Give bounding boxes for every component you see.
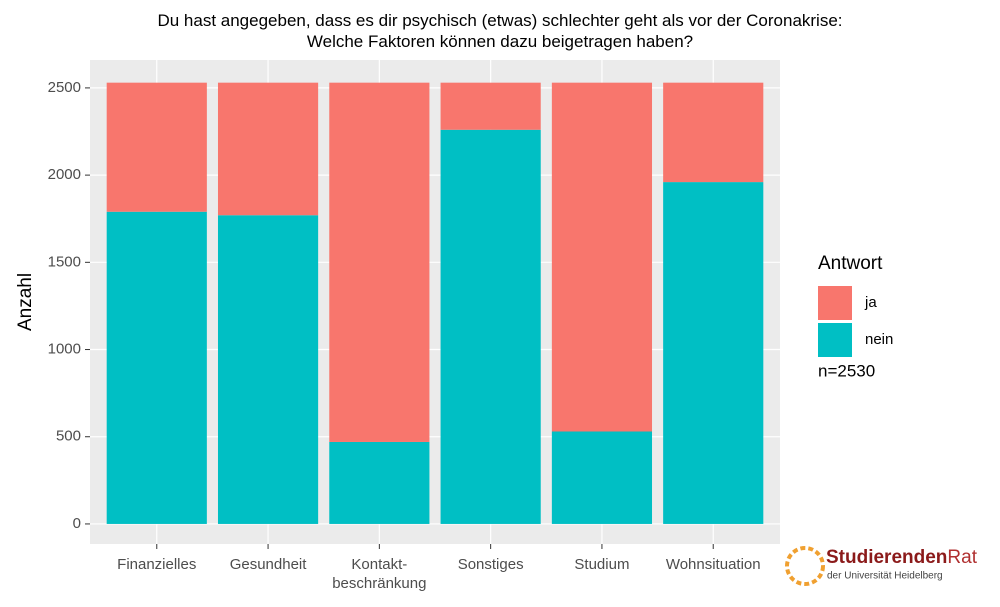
logo-part2: Rat	[947, 547, 977, 568]
bar-segment	[217, 215, 319, 524]
x-tick-label: Sonstiges	[457, 556, 524, 573]
logo-name: StudierendenRat	[826, 547, 978, 568]
y-tick-label: 0	[73, 515, 81, 532]
legend-key	[818, 323, 852, 357]
legend-label: ja	[864, 294, 877, 311]
annotation: n=2530	[818, 361, 875, 380]
y-axis-label: Anzahl	[15, 273, 36, 331]
chart-title: Du hast angegeben, dass es dir psychisch…	[157, 11, 843, 51]
legend-key	[818, 286, 852, 320]
logo-part1: Studierenden	[826, 547, 947, 568]
y-tick-label: 1000	[48, 340, 81, 357]
bar-segment	[663, 182, 764, 524]
x-tick-label: Kontakt- beschränkung	[332, 556, 427, 592]
bar-segment	[329, 82, 430, 442]
bar-segment	[551, 82, 653, 432]
y-tick-label: 1500	[48, 253, 81, 270]
bar-segment	[440, 82, 541, 130]
y-tick-label: 2000	[48, 166, 81, 183]
bar-segment	[663, 82, 764, 183]
bar-segment	[329, 441, 430, 524]
x-tick-label: Gesundheit	[229, 556, 307, 573]
bar-segment	[440, 129, 541, 524]
bar-segment	[217, 82, 319, 216]
y-tick-label: 500	[56, 428, 81, 445]
bar-segment	[551, 431, 653, 524]
logo-icon	[785, 546, 825, 586]
x-tick-label: Finanzielles	[117, 556, 197, 573]
bar-segment	[106, 211, 207, 524]
logo-subtitle: der Universität Heidelberg	[827, 571, 943, 582]
x-tick-label: Wohnsituation	[665, 556, 761, 573]
bar-segment	[106, 82, 207, 212]
legend-title: Antwort	[818, 253, 883, 274]
x-tick-label: Studium	[574, 556, 630, 573]
y-tick-label: 2500	[48, 79, 81, 96]
legend-label: nein	[865, 331, 893, 348]
